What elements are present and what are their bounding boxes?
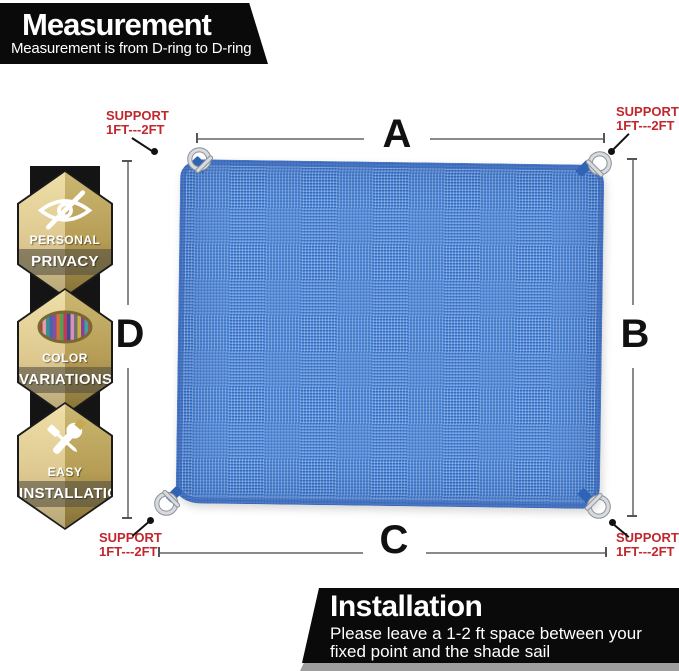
support-line2: 1FT---2FT [99,544,158,559]
measure-line-d [127,368,129,518]
privacy-eye-icon [19,186,111,232]
badge-personal-privacy: PERSONAL PRIVACY [17,170,113,298]
edge-label-c: C [379,518,409,562]
hexagon: COLOR VARIATIONS [19,290,111,414]
measure-line-c [158,552,363,554]
measure-tick [627,515,637,517]
installation-title: Installation [330,590,483,623]
measure-line-b [632,368,634,516]
support-label-top-right: SUPPORT 1FT---2FT [616,105,679,133]
measure-line-c [426,552,606,554]
support-line1: SUPPORT [99,530,162,545]
hexagon: EASY INSTALLATION [19,404,111,528]
badge-line2: INSTALLATION [19,481,111,507]
support-line2: 1FT---2FT [616,118,675,133]
measure-tick [627,158,637,160]
edge-label-b: B [620,312,650,356]
leader-line [131,137,153,152]
edge-label-a: A [382,112,412,156]
measure-line-b [632,159,634,305]
measurement-banner: Measurement Measurement is from D-ring t… [0,3,268,64]
installation-subtitle-line1: Please leave a 1-2 ft space between your [330,624,642,643]
measure-tick [605,547,607,557]
support-line2: 1FT---2FT [106,122,165,137]
support-line2: 1FT---2FT [616,544,675,559]
installation-banner: Installation Please leave a 1-2 ft space… [302,588,679,663]
d-ring-icon [180,140,220,180]
measure-line-d [127,161,129,305]
color-variations-icon [19,304,111,350]
installation-tools-icon [19,418,111,464]
measurement-title: Measurement [22,7,212,42]
badge-line1: EASY [47,465,83,479]
leader-dot [151,148,158,155]
d-ring-icon [579,144,619,184]
measurement-subtitle: Measurement is from D-ring to D-ring [11,40,252,57]
shade-sail-fabric [175,159,605,509]
measure-tick [196,133,198,143]
badge-line1: COLOR [42,351,88,365]
edge-label-d: D [115,312,145,356]
d-ring-icon [578,486,618,526]
badge-easy-installation: EASY INSTALLATION [17,402,113,530]
hexagon: PERSONAL PRIVACY [19,172,111,296]
installation-subtitle-line2: fixed point and the shade sail [330,642,551,661]
measure-tick [122,517,132,519]
badge-line2: PRIVACY [19,249,111,275]
badge-line2: VARIATIONS [19,367,111,393]
measure-line-a [196,138,364,140]
measure-tick [603,133,605,143]
support-label-top-left: SUPPORT 1FT---2FT [106,109,169,137]
leader-dot [147,517,154,524]
support-label-bottom-right: SUPPORT 1FT---2FT [616,531,679,559]
support-line1: SUPPORT [616,530,679,545]
badge-line1: PERSONAL [29,233,101,247]
support-label-bottom-left: SUPPORT 1FT---2FT [99,531,162,559]
measure-line-a [430,138,604,140]
leader-dot [608,148,615,155]
support-line1: SUPPORT [616,104,679,119]
banner-bottom-edge [300,663,679,671]
d-ring-icon [147,483,187,523]
measure-tick [158,547,160,557]
support-line1: SUPPORT [106,108,169,123]
badge-color-variations: COLOR VARIATIONS [17,288,113,416]
measure-tick [122,160,132,162]
leader-line [612,133,630,151]
leader-dot [609,519,616,526]
